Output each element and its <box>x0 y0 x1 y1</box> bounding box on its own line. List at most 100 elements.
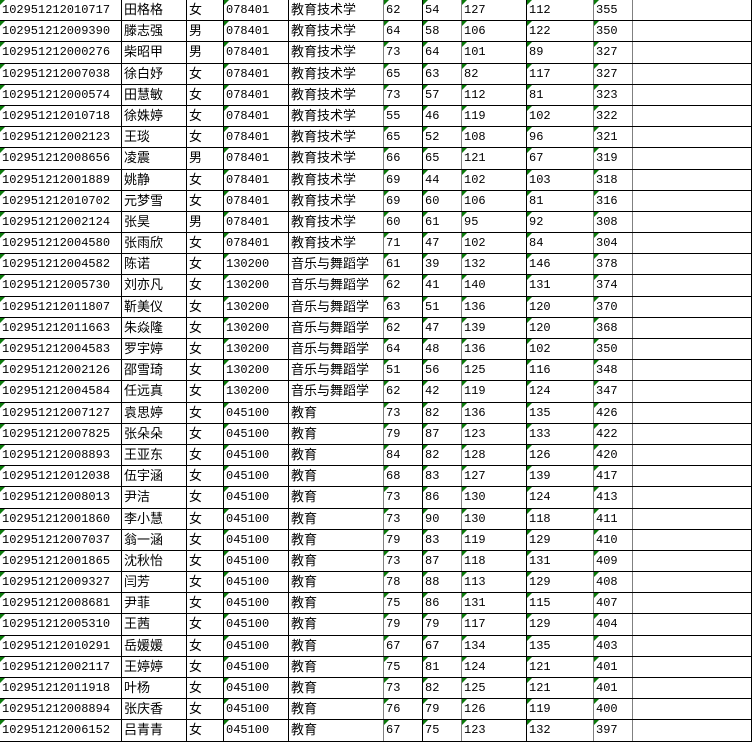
total-score-cell[interactable]: 355 <box>594 0 633 21</box>
score4-cell[interactable]: 129 <box>527 614 594 635</box>
student-id-cell[interactable]: 102951212009390 <box>0 21 122 42</box>
empty-cell[interactable] <box>633 233 752 254</box>
major-code-cell[interactable]: 045100 <box>224 656 289 677</box>
score2-cell[interactable]: 67 <box>423 635 462 656</box>
major-code-cell[interactable]: 130200 <box>224 339 289 360</box>
score4-cell[interactable]: 67 <box>527 148 594 169</box>
name-cell[interactable]: 袁思婷 <box>122 402 187 423</box>
student-id-cell[interactable]: 102951212000276 <box>0 42 122 63</box>
score2-cell[interactable]: 82 <box>423 402 462 423</box>
empty-cell[interactable] <box>633 529 752 550</box>
score1-cell[interactable]: 75 <box>384 656 423 677</box>
major-name-cell[interactable]: 教育技术学 <box>289 42 384 63</box>
name-cell[interactable]: 凌震 <box>122 148 187 169</box>
score3-cell[interactable]: 125 <box>462 678 527 699</box>
empty-cell[interactable] <box>633 211 752 233</box>
major-code-cell[interactable]: 045100 <box>224 529 289 550</box>
score2-cell[interactable]: 83 <box>423 466 462 487</box>
major-code-cell[interactable]: 130200 <box>224 360 289 381</box>
major-name-cell[interactable]: 教育技术学 <box>289 148 384 169</box>
gender-cell[interactable]: 女 <box>187 169 224 190</box>
score1-cell[interactable]: 62 <box>384 0 423 21</box>
gender-cell[interactable]: 女 <box>187 508 224 529</box>
name-cell[interactable]: 徐白妤 <box>122 63 187 84</box>
student-id-cell[interactable]: 102951212010717 <box>0 0 122 21</box>
score3-cell[interactable]: 113 <box>462 572 527 593</box>
major-name-cell[interactable]: 教育 <box>289 678 384 699</box>
major-code-cell[interactable]: 078401 <box>224 105 289 127</box>
score4-cell[interactable]: 119 <box>527 699 594 720</box>
score2-cell[interactable]: 86 <box>423 487 462 508</box>
score1-cell[interactable]: 75 <box>384 593 423 614</box>
student-id-cell[interactable]: 102951212007825 <box>0 423 122 444</box>
student-id-cell[interactable]: 102951212010718 <box>0 105 122 127</box>
major-code-cell[interactable]: 078401 <box>224 42 289 63</box>
name-cell[interactable]: 尹洁 <box>122 487 187 508</box>
major-code-cell[interactable]: 045100 <box>224 466 289 487</box>
major-name-cell[interactable]: 教育 <box>289 593 384 614</box>
total-score-cell[interactable]: 413 <box>594 487 633 508</box>
score4-cell[interactable]: 146 <box>527 254 594 275</box>
total-score-cell[interactable]: 411 <box>594 508 633 529</box>
major-name-cell[interactable]: 教育技术学 <box>289 127 384 148</box>
gender-cell[interactable]: 女 <box>187 381 224 402</box>
total-score-cell[interactable]: 370 <box>594 296 633 317</box>
name-cell[interactable]: 徐姝婷 <box>122 105 187 127</box>
score3-cell[interactable]: 130 <box>462 487 527 508</box>
empty-cell[interactable] <box>633 466 752 487</box>
score1-cell[interactable]: 66 <box>384 148 423 169</box>
name-cell[interactable]: 叶杨 <box>122 678 187 699</box>
score3-cell[interactable]: 127 <box>462 0 527 21</box>
score1-cell[interactable]: 78 <box>384 572 423 593</box>
empty-cell[interactable] <box>633 656 752 677</box>
score1-cell[interactable]: 69 <box>384 190 423 211</box>
student-id-cell[interactable]: 102951212008656 <box>0 148 122 169</box>
major-code-cell[interactable]: 078401 <box>224 63 289 84</box>
major-name-cell[interactable]: 音乐与舞蹈学 <box>289 296 384 317</box>
total-score-cell[interactable]: 350 <box>594 21 633 42</box>
major-name-cell[interactable]: 教育 <box>289 466 384 487</box>
empty-cell[interactable] <box>633 296 752 317</box>
score1-cell[interactable]: 73 <box>384 84 423 105</box>
gender-cell[interactable]: 女 <box>187 275 224 296</box>
score2-cell[interactable]: 46 <box>423 105 462 127</box>
score2-cell[interactable]: 65 <box>423 148 462 169</box>
gender-cell[interactable]: 女 <box>187 105 224 127</box>
major-name-cell[interactable]: 教育 <box>289 444 384 466</box>
student-id-cell[interactable]: 102951212002124 <box>0 211 122 233</box>
score2-cell[interactable]: 58 <box>423 21 462 42</box>
empty-cell[interactable] <box>633 127 752 148</box>
gender-cell[interactable]: 男 <box>187 211 224 233</box>
score1-cell[interactable]: 69 <box>384 169 423 190</box>
student-id-cell[interactable]: 102951212005310 <box>0 614 122 635</box>
gender-cell[interactable]: 女 <box>187 614 224 635</box>
empty-cell[interactable] <box>633 148 752 169</box>
score4-cell[interactable]: 124 <box>527 487 594 508</box>
score1-cell[interactable]: 73 <box>384 678 423 699</box>
score3-cell[interactable]: 102 <box>462 233 527 254</box>
empty-cell[interactable] <box>633 42 752 63</box>
score4-cell[interactable]: 81 <box>527 190 594 211</box>
score4-cell[interactable]: 81 <box>527 84 594 105</box>
student-id-cell[interactable]: 102951212001865 <box>0 550 122 572</box>
score4-cell[interactable]: 84 <box>527 233 594 254</box>
empty-cell[interactable] <box>633 21 752 42</box>
major-code-cell[interactable]: 045100 <box>224 402 289 423</box>
empty-cell[interactable] <box>633 339 752 360</box>
score3-cell[interactable]: 125 <box>462 360 527 381</box>
gender-cell[interactable]: 男 <box>187 148 224 169</box>
score1-cell[interactable]: 63 <box>384 296 423 317</box>
major-code-cell[interactable]: 045100 <box>224 423 289 444</box>
name-cell[interactable]: 任远真 <box>122 381 187 402</box>
score3-cell[interactable]: 132 <box>462 254 527 275</box>
major-name-cell[interactable]: 音乐与舞蹈学 <box>289 381 384 402</box>
score4-cell[interactable]: 131 <box>527 275 594 296</box>
score2-cell[interactable]: 51 <box>423 296 462 317</box>
major-name-cell[interactable]: 音乐与舞蹈学 <box>289 317 384 338</box>
score1-cell[interactable]: 61 <box>384 254 423 275</box>
major-code-cell[interactable]: 045100 <box>224 720 289 741</box>
major-name-cell[interactable]: 教育 <box>289 402 384 423</box>
total-score-cell[interactable]: 308 <box>594 211 633 233</box>
major-code-cell[interactable]: 045100 <box>224 699 289 720</box>
score4-cell[interactable]: 118 <box>527 508 594 529</box>
